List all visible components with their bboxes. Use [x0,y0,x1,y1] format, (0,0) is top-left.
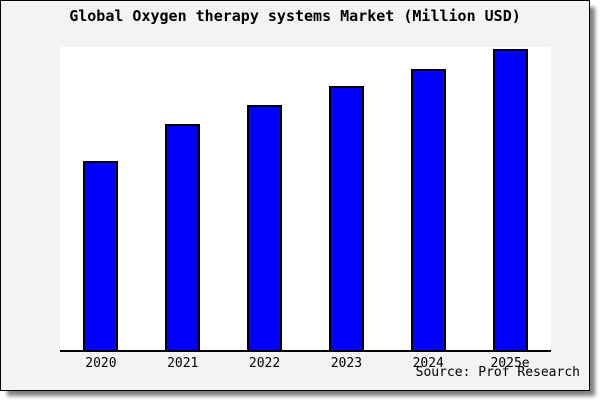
source-credit: Source: Prof Research [415,365,580,380]
bar [165,124,201,350]
bar-slot [224,47,306,350]
chart-card: Global Oxygen therapy systems Market (Mi… [0,0,590,391]
bar-slot [60,47,142,350]
bar-slot [387,47,469,350]
bar [328,86,364,350]
chart-title: Global Oxygen therapy systems Market (Mi… [69,7,521,25]
bar [247,105,283,350]
bar [492,49,528,350]
x-tick-label: 2021 [167,356,199,371]
bar [410,68,446,350]
bar-slot [469,47,551,350]
x-tick-label: 2023 [330,356,363,371]
bar-slot [305,47,387,350]
plot-area [60,47,551,352]
x-tick-label: 2024 [412,356,444,371]
x-tick-label: 2022 [248,356,281,371]
x-tick-label: 2025e [490,356,530,371]
x-tick-label: 2020 [85,356,117,371]
x-axis-labels: 2020 2021 2022 2023 2024 2025e [60,356,551,371]
bar-slot [142,47,224,350]
bar [83,161,119,350]
